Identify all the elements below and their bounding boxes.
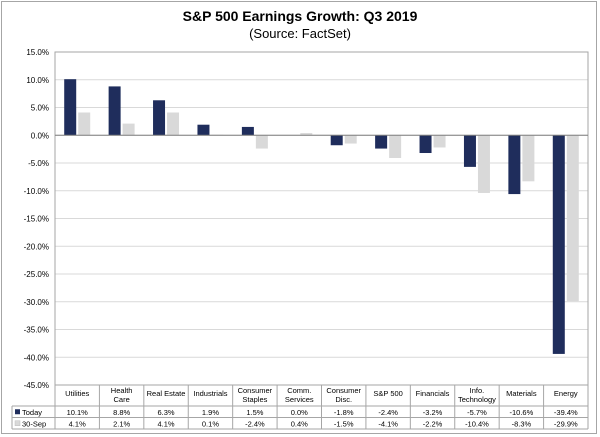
- bar-today: [552, 135, 565, 354]
- bar-30-sep: [344, 135, 357, 144]
- data-table-value: 0.1%: [202, 419, 219, 428]
- legend-label: 30-Sep: [22, 419, 46, 428]
- bar-today: [375, 135, 388, 149]
- category-label: Care: [113, 395, 129, 404]
- y-tick-label: 15.0%: [26, 48, 49, 57]
- bar-30-sep: [167, 112, 180, 136]
- y-tick-label: -45.0%: [24, 381, 49, 390]
- y-tick-label: -15.0%: [24, 215, 49, 224]
- bar-today: [508, 135, 521, 195]
- category-label: Info.: [470, 386, 485, 395]
- category-label: Real Estate: [147, 389, 186, 398]
- data-table-value: 10.1%: [67, 408, 89, 417]
- y-tick-label: -30.0%: [24, 298, 49, 307]
- data-table-value: -4.1%: [378, 419, 398, 428]
- bar-today: [108, 86, 121, 136]
- y-tick-label: -10.0%: [24, 187, 49, 196]
- chart-subtitle: (Source: FactSet): [249, 26, 351, 41]
- data-table-value: -2.4%: [378, 408, 398, 417]
- data-table-value: -1.8%: [334, 408, 354, 417]
- bar-30-sep: [522, 135, 535, 182]
- data-table-value: 0.4%: [291, 419, 308, 428]
- bar-30-sep: [122, 123, 135, 136]
- legend-key: [15, 409, 20, 415]
- category-label: Utilities: [65, 389, 89, 398]
- bar-30-sep: [433, 135, 446, 148]
- category-label: Health: [111, 386, 133, 395]
- y-tick-label: -20.0%: [24, 242, 49, 251]
- category-label: Consumer: [326, 386, 361, 395]
- bar-30-sep: [389, 135, 402, 159]
- bar-today: [330, 135, 343, 146]
- bar-30-sep: [255, 135, 268, 149]
- category-label: S&P 500: [373, 389, 402, 398]
- bar-30-sep: [300, 133, 313, 136]
- y-tick-label: 10.0%: [26, 76, 49, 85]
- data-table-value: 2.1%: [113, 419, 130, 428]
- data-table-value: -2.4%: [245, 419, 265, 428]
- chart-title: S&P 500 Earnings Growth: Q3 2019: [182, 8, 418, 24]
- data-table-value: -2.2%: [423, 419, 443, 428]
- data-table-value: -1.5%: [334, 419, 354, 428]
- category-label: Industrials: [193, 389, 227, 398]
- data-table-value: -8.3%: [512, 419, 532, 428]
- data-table-value: -10.4%: [465, 419, 489, 428]
- y-tick-label: -5.0%: [28, 159, 49, 168]
- category-label: Energy: [554, 389, 578, 398]
- category-label: Technology: [458, 395, 496, 404]
- legend-key: [14, 420, 21, 426]
- bar-today: [197, 124, 210, 136]
- category-label: Services: [285, 395, 314, 404]
- data-table-value: -5.7%: [467, 408, 487, 417]
- bar-today: [153, 100, 166, 136]
- data-table-value: 8.8%: [113, 408, 130, 417]
- data-table-value: -39.4%: [554, 408, 578, 417]
- data-table-value: 1.5%: [246, 408, 263, 417]
- bar-today: [64, 79, 77, 136]
- category-label: Consumer: [238, 386, 273, 395]
- data-table-value: -3.2%: [423, 408, 443, 417]
- y-tick-label: 5.0%: [31, 104, 49, 113]
- data-table-value: 0.0%: [291, 408, 308, 417]
- category-label: Materials: [506, 389, 537, 398]
- category-label: Disc.: [335, 395, 352, 404]
- bar-today: [419, 135, 432, 154]
- bar-today: [241, 126, 254, 136]
- y-tick-label: 0.0%: [31, 131, 49, 140]
- category-label: Comm.: [287, 386, 311, 395]
- data-table-value: 6.3%: [157, 408, 174, 417]
- bar-30-sep: [566, 135, 579, 302]
- bar-today: [463, 135, 476, 167]
- y-tick-label: -25.0%: [24, 270, 49, 279]
- data-table-value: -29.9%: [554, 419, 578, 428]
- y-tick-label: -35.0%: [24, 326, 49, 335]
- category-label: Staples: [242, 395, 267, 404]
- data-table-value: 4.1%: [69, 419, 86, 428]
- y-tick-label: -40.0%: [24, 353, 49, 362]
- data-table-value: 1.9%: [202, 408, 219, 417]
- legend-label: Today: [22, 408, 42, 417]
- data-table-value: 4.1%: [157, 419, 174, 428]
- category-label: Financials: [416, 389, 450, 398]
- data-table-value: -10.6%: [509, 408, 533, 417]
- bar-30-sep: [477, 135, 490, 193]
- bar-30-sep: [78, 112, 91, 136]
